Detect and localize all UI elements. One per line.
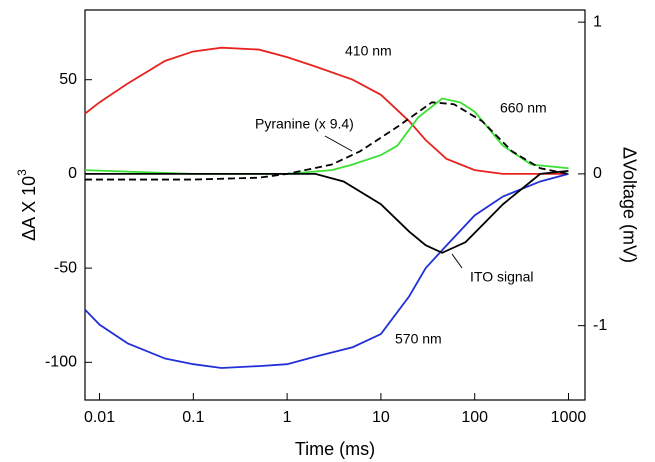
plot-frame <box>84 9 586 401</box>
series-line <box>84 173 569 369</box>
x-tick-label: 0.01 <box>84 409 115 426</box>
x-tick-label: 0.1 <box>182 409 204 426</box>
y-axis-label-sup: 3 <box>15 169 29 176</box>
series-label: 410 nm <box>345 43 392 59</box>
y-tick-label: 0 <box>68 165 77 182</box>
series-line <box>84 46 569 175</box>
y2-tick-label: 1 <box>593 13 602 30</box>
series-label: Pyranine (x 9.4) <box>255 116 354 132</box>
x-tick-label: 10 <box>372 409 390 426</box>
series-line <box>85 169 569 254</box>
y-tick-label: -100 <box>45 354 77 371</box>
series-label: 660 nm <box>500 100 547 116</box>
series-label: 570 nm <box>395 331 442 347</box>
x-tick-label: 1000 <box>551 409 587 426</box>
y2-axis-label: ΔVoltage (mV) <box>619 147 639 263</box>
label-pointer <box>451 253 463 269</box>
y-axis-label: ΔA X 103 <box>15 169 39 241</box>
y-axis-label-text: ΔA X 10 <box>19 176 39 241</box>
x-tick-label: 1 <box>283 409 292 426</box>
series-line <box>85 101 569 181</box>
y2-tick-label: -1 <box>593 317 607 334</box>
x-axis-label: Time (ms) <box>295 439 375 459</box>
series-label: ITO signal <box>470 269 534 285</box>
label-pointer <box>324 135 353 152</box>
y-tick-label: 50 <box>59 71 77 88</box>
y2-tick-label: 0 <box>593 165 602 182</box>
y-tick-label: -50 <box>54 259 77 276</box>
x-tick-label: 100 <box>461 409 488 426</box>
